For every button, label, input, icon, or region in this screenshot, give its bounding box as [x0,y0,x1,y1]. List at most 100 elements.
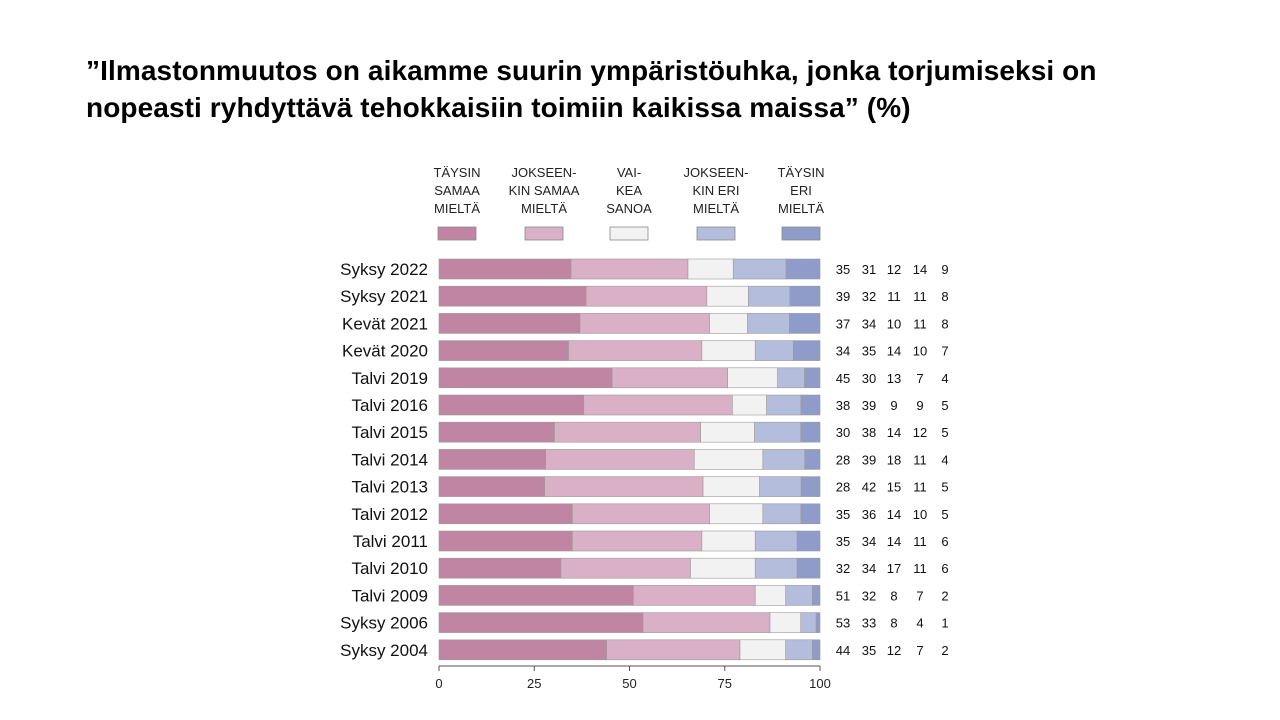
value-label: 8 [890,616,897,631]
bar-segment [545,449,695,470]
bar-segment [769,612,802,633]
value-label: 10 [913,344,927,359]
bar-segment [754,557,798,579]
value-label: 6 [941,534,948,549]
bar-segment [611,367,728,389]
bar-segment [438,421,555,443]
x-tick-label: 75 [718,676,732,691]
legend-label: KIN ERI [693,183,740,198]
value-label: 8 [890,588,897,603]
value-label: 5 [941,480,948,495]
value-label: 14 [887,425,901,440]
legend-swatch [437,226,477,241]
legend-label: MIELTÄ [521,201,567,216]
bar-segment [754,585,787,606]
value-label: 39 [836,289,850,304]
bar-segment [732,258,787,280]
value-label: 8 [941,316,948,331]
legend-label: MIELTÄ [434,201,480,216]
value-label: 17 [887,561,901,576]
bar-segment [438,285,587,307]
value-label: 14 [887,507,901,522]
bar-segment [706,285,749,307]
bar-segment [739,639,787,661]
legend-label: KEA [616,183,642,198]
category-label: Syksy 2004 [340,641,428,660]
value-label: 12 [887,643,901,658]
value-label: 13 [887,371,901,386]
bar-segment [812,585,821,606]
value-label: 5 [941,507,948,522]
legend-swatch [524,226,564,241]
bar-segment [785,639,813,661]
bar-segment [438,394,585,416]
bar-segment [800,503,821,525]
value-label: 32 [836,561,850,576]
bar-segment [748,285,791,307]
bar-segment [585,285,708,307]
value-label: 4 [916,616,923,631]
x-tick-label: 25 [527,676,541,691]
bar-segment [687,258,734,280]
value-label: 30 [836,425,850,440]
value-label: 9 [916,398,923,413]
value-label: 6 [941,561,948,576]
bar-segment [579,313,710,334]
bar-segment [804,367,821,389]
bar-segment [701,340,756,361]
bar-segment [789,313,821,334]
category-label: Syksy 2021 [340,287,428,306]
value-label: 34 [836,344,850,359]
bar-segment [438,585,634,606]
bar-segment [766,394,802,416]
bar-segment [702,476,760,497]
category-label: Talvi 2011 [353,532,428,551]
legend-label: ERI [790,183,812,198]
legend-label: MIELTÄ [693,201,739,216]
value-label: 11 [913,561,927,576]
value-label: 28 [836,480,850,495]
bar-segment [804,449,821,470]
bar-segment [796,530,821,552]
category-label: Talvi 2012 [351,505,428,524]
category-label: Talvi 2010 [351,559,428,578]
value-label: 38 [836,398,850,413]
value-label: 34 [862,316,876,331]
category-label: Talvi 2009 [351,586,428,605]
value-label: 35 [836,534,850,549]
value-label: 5 [941,398,948,413]
bar-segment [727,367,778,389]
legend-label: JOKSEEN- [511,165,576,180]
bar-segment [583,394,733,416]
title-line-2: nopeasti ryhdyttävä tehokkaisiin toimiin… [86,92,911,123]
value-label: 32 [862,588,876,603]
category-label: Talvi 2015 [351,423,428,442]
value-label: 28 [836,452,850,467]
bar-segment [762,449,806,470]
category-label: Syksy 2022 [340,260,428,279]
value-label: 31 [862,262,876,277]
category-label: Talvi 2014 [351,450,428,469]
value-label: 10 [913,507,927,522]
bar-segment [777,367,805,389]
value-label: 11 [887,289,901,304]
bar-segment [438,503,573,525]
value-label: 7 [916,371,923,386]
legend-label: MIELTÄ [778,201,824,216]
value-label: 14 [913,262,927,277]
value-label: 7 [941,344,948,359]
value-label: 34 [862,534,876,549]
bar-segment [709,313,748,334]
bar-segment [438,557,562,579]
category-label: Talvi 2019 [351,369,428,388]
value-label: 11 [913,452,927,467]
bar-segment [690,557,756,579]
value-label: 35 [862,344,876,359]
value-label: 11 [913,480,927,495]
value-label: 11 [913,316,927,331]
legend-label: TÄYSIN [778,165,825,180]
value-label: 11 [913,534,927,549]
bar-segment [754,340,794,361]
bar-segment [544,476,704,497]
